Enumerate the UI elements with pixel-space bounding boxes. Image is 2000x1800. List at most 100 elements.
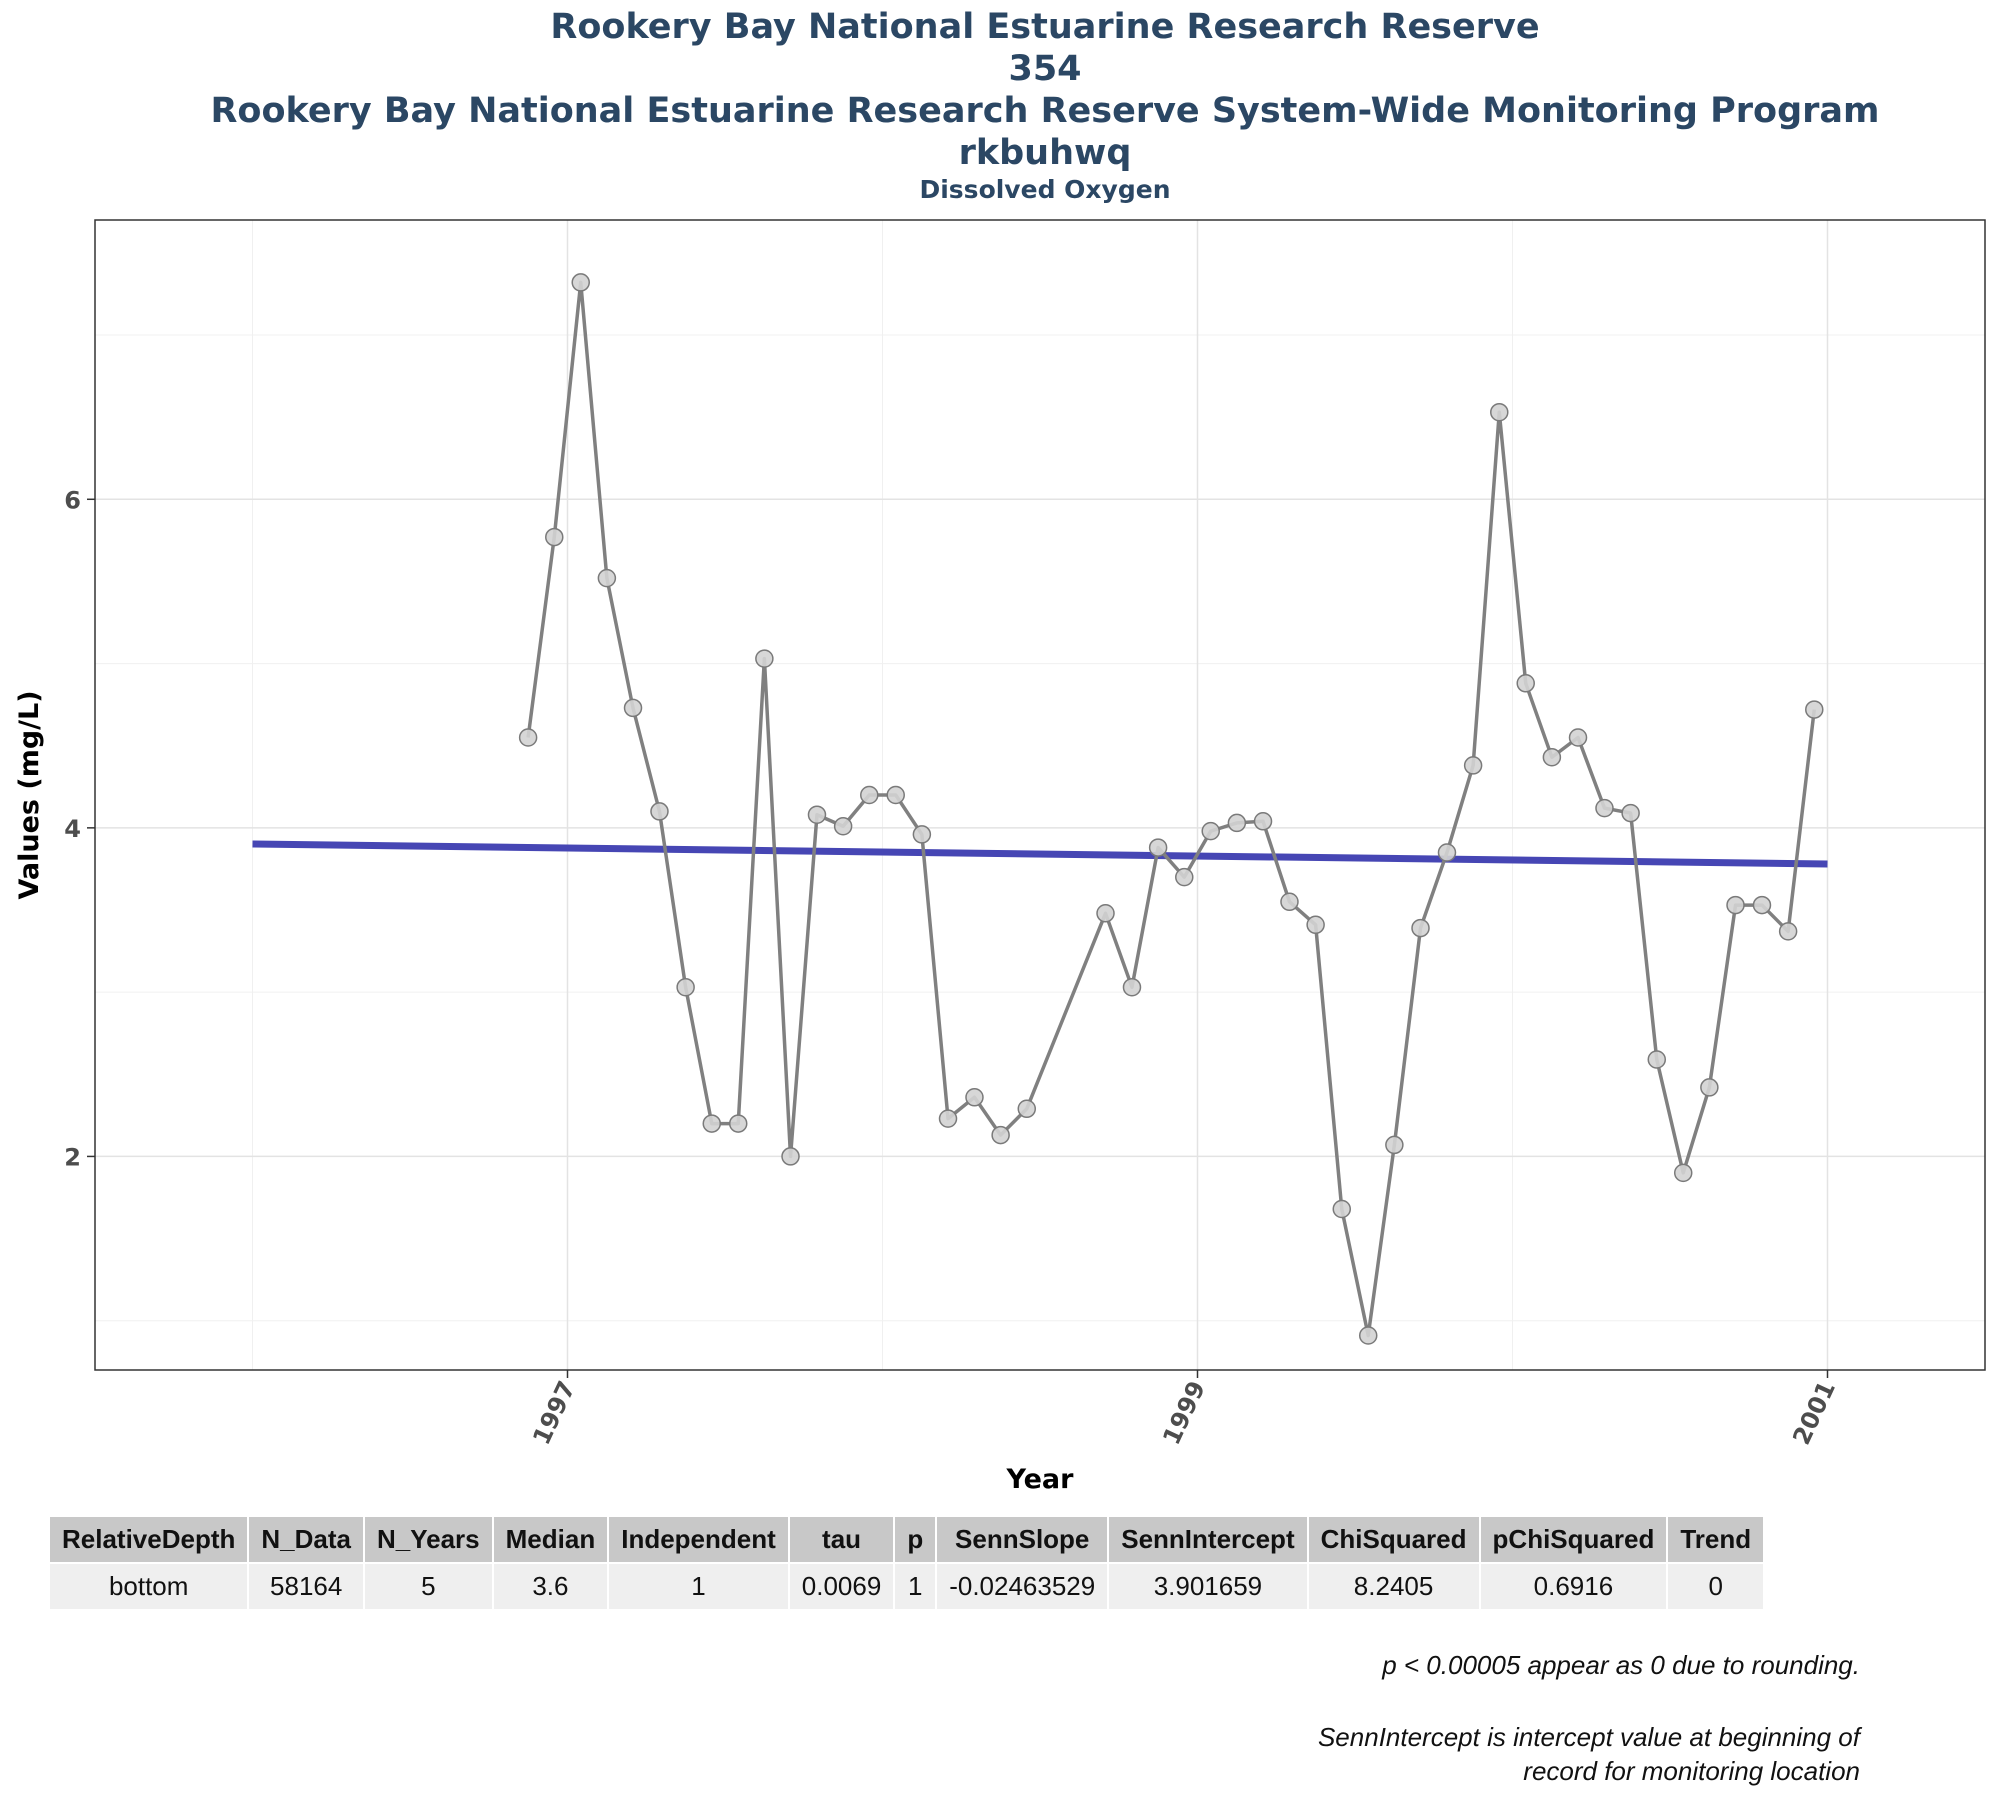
plot-panel-border	[94, 219, 1986, 1371]
rounding-note: p < 0.00005 appear as 0 due to rounding.	[1382, 1648, 1860, 1682]
data-point	[1726, 895, 1745, 915]
data-point	[1778, 922, 1798, 941]
data-point	[1437, 843, 1457, 862]
table-cell: 8.2405	[1308, 1564, 1479, 1609]
data-point	[571, 273, 590, 292]
data-point	[1358, 1326, 1378, 1345]
data-point	[1306, 915, 1325, 935]
data-point	[1148, 838, 1168, 857]
data-point	[1017, 1099, 1037, 1119]
table-body: bottom 58164 5 3.6 1 0.0069 1 -0.02463529 3.9016…	[50, 1564, 1764, 1609]
data-point	[1122, 977, 1142, 997]
data-point	[912, 825, 932, 844]
data-point	[755, 649, 774, 668]
column-header: RelativeDepth	[50, 1517, 248, 1562]
table-cell: 1	[895, 1564, 936, 1609]
data-point	[518, 728, 538, 747]
table-cell: 0.6916	[1480, 1564, 1667, 1609]
data-point	[1253, 812, 1273, 831]
column-header: Median	[493, 1517, 608, 1562]
intercept-note: SennIntercept is intercept value at begi…	[1318, 1720, 1860, 1788]
data-point	[1700, 1078, 1719, 1097]
data-point	[1490, 402, 1509, 422]
table-cell: 5	[364, 1564, 492, 1609]
column-header: ChiSquared	[1308, 1517, 1479, 1562]
data-points	[518, 273, 1824, 1345]
data-point	[860, 785, 879, 805]
intercept-note-line-2: record for monitoring location	[1523, 1756, 1860, 1786]
data-point	[1280, 892, 1299, 912]
intercept-note-line-1: SennIntercept is intercept value at begi…	[1317, 1722, 1860, 1752]
data-point	[623, 698, 643, 718]
table-cell: 0	[1668, 1564, 1764, 1609]
data-point	[1096, 904, 1115, 923]
y-axis-label: Values (mg/L)	[14, 690, 45, 899]
statistics-table: RelativeDepth N_Data N_Years Median Independ…	[48, 1515, 1765, 1611]
data-point	[1385, 1135, 1404, 1155]
y-axis: 2 4 6	[64, 486, 95, 1171]
series-line	[526, 280, 1817, 1338]
data-point	[781, 1147, 800, 1166]
data-point	[676, 977, 695, 997]
data-point	[938, 1109, 958, 1128]
data-point	[991, 1125, 1010, 1145]
column-header: N_Years	[364, 1517, 492, 1562]
column-header: pChiSquared	[1480, 1517, 1667, 1562]
data-point	[728, 1114, 748, 1133]
y-tick-label: 2	[64, 1143, 81, 1171]
table-row: bottom 58164 5 3.6 1 0.0069 1 -0.02463529 3.9016…	[50, 1564, 1764, 1609]
table-cell: 1	[609, 1564, 788, 1609]
rounding-note-text: p < 0.00005 appear as 0 due to rounding.	[1382, 1650, 1860, 1680]
column-header: p	[895, 1517, 936, 1562]
data-point	[1542, 747, 1562, 767]
column-header: Trend	[1668, 1517, 1764, 1562]
data-point	[807, 805, 827, 824]
data-point	[1227, 813, 1247, 833]
table-cell: 0.0069	[789, 1564, 894, 1609]
column-header: N_Data	[249, 1517, 363, 1562]
column-header: tau	[789, 1517, 894, 1562]
data-point	[597, 568, 617, 588]
x-axis: 1997 1999 2001	[527, 1370, 1841, 1449]
data-point	[1673, 1163, 1693, 1183]
data-point	[1647, 1050, 1667, 1069]
data-point	[702, 1114, 722, 1133]
column-header: SennSlope	[937, 1517, 1108, 1562]
title-line-1: Rookery Bay National Estuarine Research …	[550, 7, 1540, 47]
title-line-2: 354	[1008, 49, 1082, 89]
table-cell: bottom	[50, 1564, 248, 1609]
table-cell: 3.6	[493, 1564, 608, 1609]
data-point	[1516, 674, 1535, 693]
y-tick-label: 6	[64, 486, 81, 514]
minor-gridlines	[95, 220, 1985, 1370]
x-axis-label: Year	[1006, 1464, 1075, 1495]
chart-titles: Rookery Bay National Estuarine Research …	[0, 6, 2000, 206]
x-tick-label: 1999	[1157, 1377, 1211, 1449]
data-point	[545, 527, 564, 547]
data-point	[1568, 728, 1588, 747]
line-chart: 2 4 6 1997 1999 2001 Values (mg/L) Year	[14, 219, 1986, 1495]
data-point	[1752, 895, 1772, 915]
column-header: Independent	[609, 1517, 788, 1562]
data-point	[650, 802, 669, 821]
data-point	[886, 785, 905, 805]
data-point	[1805, 700, 1824, 719]
table-cell: 58164	[249, 1564, 363, 1609]
chart-subtitle: Dissolved Oxygen	[919, 175, 1171, 204]
data-point	[1411, 918, 1430, 938]
data-point	[1621, 803, 1640, 823]
column-header: SennIntercept	[1109, 1517, 1307, 1562]
x-tick-label: 1997	[527, 1377, 581, 1449]
y-tick-label: 4	[64, 815, 81, 843]
table-cell: -0.02463529	[937, 1564, 1108, 1609]
major-gridlines	[95, 220, 1985, 1370]
data-point	[1332, 1199, 1352, 1219]
trend-line	[252, 840, 1828, 868]
data-point	[1463, 756, 1483, 775]
table-header-row: RelativeDepth N_Data N_Years Median Independ…	[50, 1517, 1764, 1562]
data-point	[1175, 867, 1194, 887]
data-point	[1595, 798, 1614, 818]
title-line-3: Rookery Bay National Estuarine Research …	[210, 91, 1880, 131]
data-point	[965, 1088, 984, 1107]
data-point	[1201, 821, 1220, 841]
